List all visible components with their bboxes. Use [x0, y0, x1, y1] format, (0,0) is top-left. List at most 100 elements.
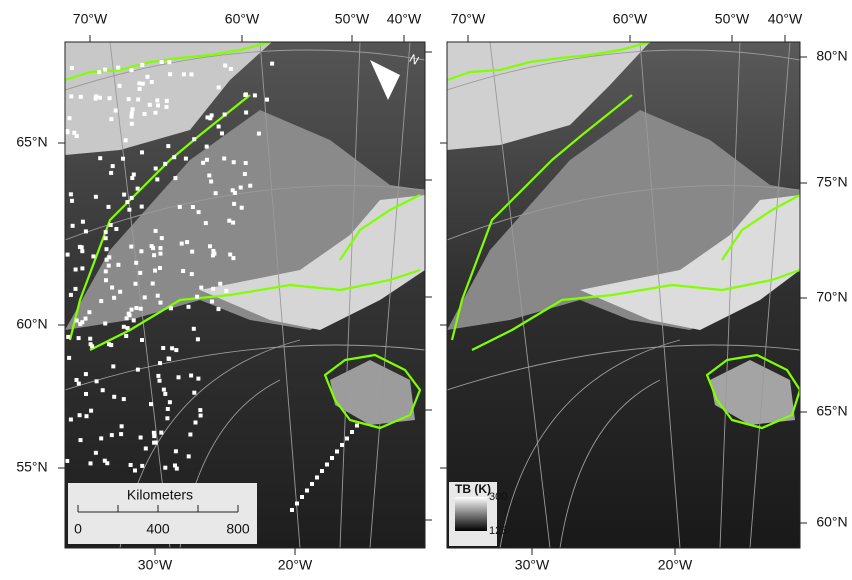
sample-point: [103, 321, 108, 326]
sample-point: [330, 456, 334, 460]
sample-point: [108, 223, 113, 227]
sample-point: [159, 430, 164, 435]
sample-point: [325, 462, 329, 467]
coordinate-label: 40°W: [387, 11, 422, 27]
sample-point: [204, 144, 209, 149]
right-frame: [446, 41, 801, 549]
sample-point: [208, 244, 212, 249]
sample-point: [196, 210, 201, 215]
sample-point: [224, 288, 229, 293]
coastline: [450, 94, 633, 341]
coastline: [65, 42, 271, 82]
sample-point: [161, 346, 166, 350]
sample-point: [143, 446, 148, 451]
sample-point: [131, 318, 136, 323]
sample-point: [139, 204, 144, 209]
sample-point: [295, 501, 299, 506]
sample-point: [198, 413, 203, 418]
graticule: [65, 42, 425, 548]
sample-point: [189, 272, 194, 277]
sample-point: [77, 413, 82, 418]
sample-point: [74, 318, 79, 323]
sample-point: [116, 262, 121, 267]
scale-title: Kilometers: [127, 487, 193, 503]
sample-point: [211, 286, 216, 291]
sample-point: [89, 408, 94, 413]
sample-point: [76, 381, 81, 386]
sample-point: [128, 463, 133, 467]
sample-point: [129, 121, 134, 126]
sample-point: [137, 86, 142, 91]
sample-point: [68, 192, 73, 197]
sample-point: [129, 195, 134, 200]
sample-point: [210, 299, 214, 304]
sample-point: [189, 373, 194, 378]
sample-point: [208, 116, 213, 121]
sample-point: [84, 414, 89, 419]
sample-point: [68, 292, 73, 297]
north-arrow: [370, 60, 400, 100]
sample-point: [129, 307, 134, 312]
sample-point: [134, 306, 139, 310]
sample-point: [290, 508, 294, 512]
sample-point: [153, 228, 158, 233]
sample-point: [98, 156, 103, 161]
sample-point: [220, 131, 224, 136]
sample-point: [210, 253, 215, 258]
sample-point: [106, 263, 111, 268]
sample-point: [88, 336, 93, 341]
sample-point: [107, 342, 111, 347]
sample-point: [218, 281, 223, 286]
sample-point: [166, 144, 171, 149]
sample-point: [70, 223, 75, 228]
sample-point: [66, 334, 71, 339]
sample-point: [216, 124, 221, 129]
sample-point: [185, 240, 190, 245]
coordinate-label: 70°N: [816, 289, 847, 305]
sample-point: [252, 93, 257, 98]
sample-point: [167, 400, 172, 405]
coordinate-label: 40°W: [768, 11, 803, 27]
graticule: [447, 42, 800, 548]
sample-point: [173, 449, 178, 454]
sample-point: [109, 343, 114, 348]
sample-point: [242, 172, 247, 176]
sample-point: [109, 170, 114, 175]
coordinate-label: 20°W: [278, 557, 313, 573]
scale-ticks: 0 400 800: [74, 505, 250, 537]
coordinate-label: 55°N: [16, 459, 47, 475]
sample-point: [135, 186, 140, 191]
sample-point: [133, 281, 138, 286]
sample-point: [211, 249, 216, 253]
sample-point: [121, 156, 125, 161]
sample-point: [83, 316, 88, 321]
land-ice: [447, 42, 650, 150]
sample-point: [97, 70, 102, 75]
sample-point: [109, 117, 114, 122]
sample-point: [172, 155, 177, 160]
sample-point: [355, 423, 359, 428]
sample-point: [72, 130, 77, 135]
sample-point: [123, 138, 128, 143]
graticule-labels: 70°W 60°W 50°W 40°W 65°N 60°N 55°N 30°W 20°W 70°W…: [16, 11, 847, 573]
sample-point: [163, 391, 168, 396]
sample-point: [199, 285, 204, 290]
sample-point: [335, 449, 339, 454]
sample-point: [76, 336, 81, 341]
sample-point: [174, 348, 179, 353]
sample-point: [174, 466, 179, 471]
sample-point: [150, 281, 155, 286]
scale-label: 800: [226, 521, 250, 537]
sample-point: [121, 397, 126, 402]
sample-point: [176, 375, 181, 380]
sample-point: [153, 440, 158, 445]
sample-point: [305, 488, 309, 493]
sample-point: [94, 94, 99, 99]
sample-point: [93, 450, 98, 455]
sample-point: [195, 294, 200, 299]
sample-point: [125, 200, 130, 205]
coordinate-label: 70°W: [73, 11, 108, 27]
sample-point: [256, 131, 261, 136]
sample-point: [138, 270, 143, 275]
